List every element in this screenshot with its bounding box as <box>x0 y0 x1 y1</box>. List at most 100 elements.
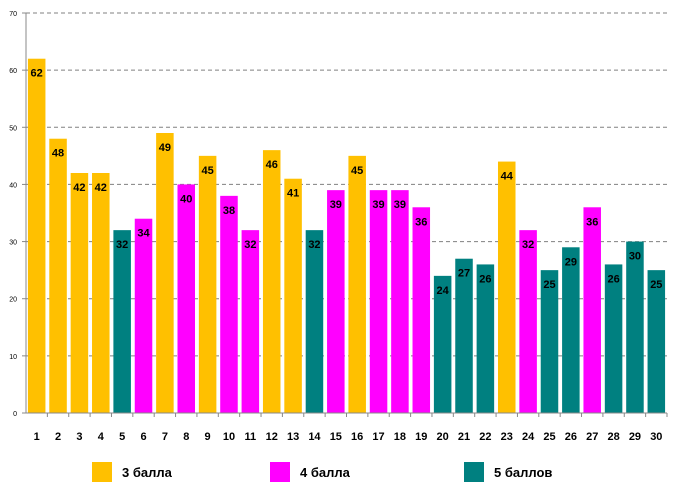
bar <box>455 258 473 413</box>
bar <box>540 270 559 413</box>
x-tick-label: 29 <box>629 431 641 443</box>
data-label: 26 <box>607 273 619 285</box>
y-tick-label: 40 <box>9 182 17 189</box>
legend-item-5: 5 баллов <box>464 462 552 482</box>
y-tick-label: 10 <box>9 354 17 361</box>
x-tick-label: 15 <box>330 431 342 443</box>
legend-swatch-5 <box>464 462 484 482</box>
bar <box>198 155 217 413</box>
data-label: 49 <box>159 142 171 154</box>
data-label: 24 <box>437 285 450 297</box>
x-tick-label: 22 <box>479 431 491 443</box>
x-tick-label: 1 <box>34 431 40 443</box>
legend-swatch-4 <box>270 462 290 482</box>
legend-label-3: 3 балла <box>122 464 172 480</box>
y-axis-ticks: 0 10 20 30 40 50 60 70 <box>9 11 26 418</box>
x-tick-label: 28 <box>607 431 619 443</box>
x-tick-label: 6 <box>140 431 146 443</box>
x-tick-label: 20 <box>437 431 449 443</box>
y-tick-label: 30 <box>9 240 17 247</box>
bar <box>497 161 516 413</box>
data-label: 27 <box>458 268 470 280</box>
data-label: 62 <box>31 68 43 80</box>
bar <box>519 230 537 413</box>
bar <box>241 230 260 413</box>
data-label: 32 <box>308 239 320 251</box>
bar <box>412 207 431 413</box>
data-label: 42 <box>73 182 85 194</box>
bar <box>369 190 388 413</box>
y-tick-label: 0 <box>13 411 17 418</box>
bar <box>647 270 666 413</box>
data-label: 29 <box>565 256 577 268</box>
data-label: 38 <box>223 205 235 217</box>
x-tick-label: 21 <box>458 431 470 443</box>
x-tick-label: 18 <box>394 431 406 443</box>
x-tick-label: 17 <box>372 431 384 443</box>
legend-swatch-3 <box>92 462 112 482</box>
bar <box>49 138 67 413</box>
x-tick-label: 9 <box>205 431 211 443</box>
x-tick-label: 7 <box>162 431 168 443</box>
bar <box>113 230 131 413</box>
y-tick-label: 70 <box>9 11 17 18</box>
data-label: 36 <box>586 216 598 228</box>
data-label: 40 <box>180 193 192 205</box>
bar <box>284 178 302 413</box>
data-label: 45 <box>201 165 213 177</box>
bars <box>27 58 666 413</box>
bar <box>305 230 324 413</box>
bar <box>626 241 644 413</box>
data-label: 32 <box>522 239 534 251</box>
bar <box>92 173 110 413</box>
data-label: 26 <box>479 273 491 285</box>
x-tick-label: 13 <box>287 431 299 443</box>
x-tick-label: 25 <box>543 431 555 443</box>
bar <box>583 207 601 413</box>
x-tick-label: 14 <box>308 431 321 443</box>
x-tick-label: 26 <box>565 431 577 443</box>
bar <box>562 247 580 413</box>
x-tick-label: 24 <box>522 431 535 443</box>
x-axis-ticks: 1 2 3 4 5 6 7 8 9 10 11 12 13 14 15 16 17 18 19 20 21 22 23 24 2… <box>34 413 668 443</box>
data-label: 36 <box>415 216 427 228</box>
data-label: 39 <box>394 199 406 211</box>
data-label: 42 <box>95 182 107 194</box>
x-tick-label: 10 <box>223 431 235 443</box>
data-label: 39 <box>330 199 342 211</box>
data-label: 45 <box>351 165 363 177</box>
bar <box>391 190 409 413</box>
x-tick-label: 23 <box>501 431 513 443</box>
data-label: 44 <box>501 171 514 183</box>
x-tick-label: 2 <box>55 431 61 443</box>
x-tick-label: 8 <box>183 431 189 443</box>
bar <box>262 150 281 413</box>
data-label: 46 <box>266 159 278 171</box>
bar <box>134 218 153 413</box>
x-tick-label: 5 <box>119 431 125 443</box>
bar <box>327 190 345 413</box>
x-tick-label: 11 <box>245 431 257 443</box>
x-tick-label: 3 <box>76 431 82 443</box>
y-tick-label: 60 <box>9 68 17 75</box>
legend-label-5: 5 баллов <box>494 464 553 480</box>
x-tick-label: 19 <box>415 431 427 443</box>
x-tick-label: 12 <box>266 431 278 443</box>
y-tick-label: 50 <box>9 125 17 132</box>
data-labels: 62 48 42 42 32 34 49 40 45 38 32 46 41 32 39 45 39 39 36 24… <box>31 68 663 297</box>
x-tick-label: 4 <box>98 431 105 443</box>
gridlines <box>26 12 667 357</box>
y-tick-label: 20 <box>9 297 17 304</box>
bar <box>27 58 46 413</box>
x-tick-label: 16 <box>351 431 363 443</box>
bar <box>604 264 623 413</box>
bar <box>70 173 89 413</box>
data-label: 34 <box>137 228 150 240</box>
data-label: 30 <box>629 251 641 263</box>
x-tick-label: 30 <box>650 431 662 443</box>
legend-item-3: 3 балла <box>92 462 172 482</box>
bar <box>348 155 366 413</box>
data-label: 25 <box>650 279 662 291</box>
data-label: 39 <box>372 199 384 211</box>
